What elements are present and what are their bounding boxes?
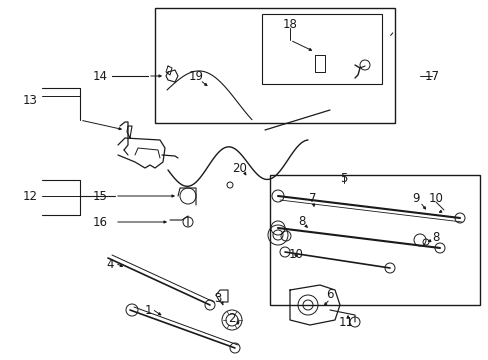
Bar xyxy=(155,8,394,123)
Text: 2: 2 xyxy=(228,311,235,324)
Text: 8: 8 xyxy=(431,230,439,243)
Text: 9: 9 xyxy=(411,192,419,204)
Text: 19: 19 xyxy=(188,69,203,82)
Text: 20: 20 xyxy=(232,162,247,175)
Text: 12: 12 xyxy=(22,189,38,202)
Text: 8: 8 xyxy=(298,215,305,228)
Text: 11: 11 xyxy=(338,315,353,328)
Text: 17: 17 xyxy=(424,69,439,82)
Text: 13: 13 xyxy=(22,94,38,107)
Text: 1: 1 xyxy=(144,303,151,316)
Bar xyxy=(262,14,381,84)
Text: 4: 4 xyxy=(106,258,114,271)
Text: 16: 16 xyxy=(92,216,107,229)
Text: 3: 3 xyxy=(214,292,221,305)
Text: 18: 18 xyxy=(282,18,297,31)
Bar xyxy=(269,175,479,305)
Text: 15: 15 xyxy=(92,189,107,202)
Text: 5: 5 xyxy=(340,171,347,185)
Text: 10: 10 xyxy=(427,192,443,204)
Text: 10: 10 xyxy=(288,248,303,261)
Text: 7: 7 xyxy=(308,192,316,204)
Text: 6: 6 xyxy=(325,288,333,302)
Text: 14: 14 xyxy=(92,69,107,82)
